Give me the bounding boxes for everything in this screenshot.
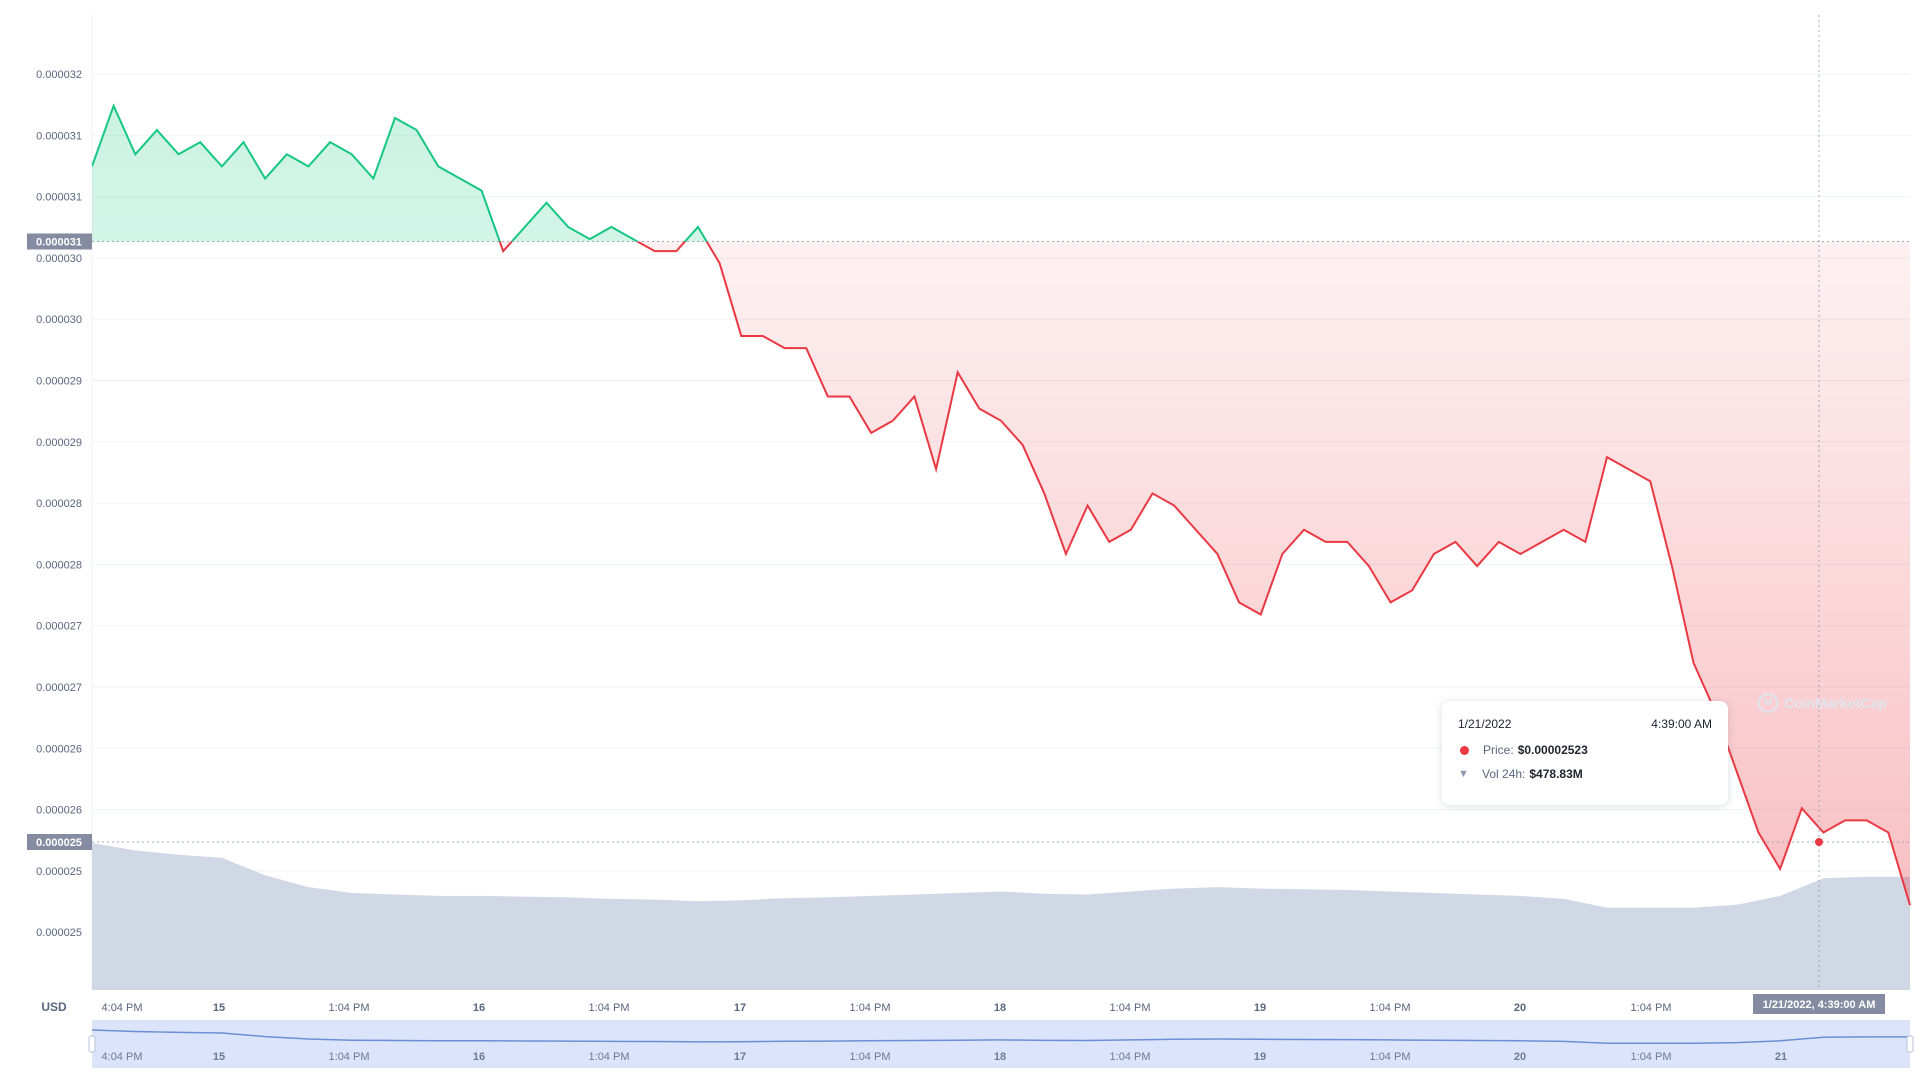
watermark-text: CoinMarketCap: [1784, 695, 1887, 711]
price-series: [92, 103, 1911, 906]
x-tick-label: 1:04 PM: [1370, 1002, 1411, 1014]
x-tick-label: 20: [1514, 1002, 1526, 1014]
navigator-right-handle[interactable]: [1906, 1035, 1914, 1053]
watermark: M CoinMarketCap: [1758, 693, 1887, 713]
tooltip-date: 1/21/2022: [1458, 717, 1512, 731]
y-tick-label: 0.000028: [36, 498, 82, 510]
navigator-tick-label: 4:04 PM: [102, 1051, 143, 1063]
y-tick-label: 0.000031: [36, 130, 82, 142]
x-tick-label: 1:04 PM: [589, 1002, 630, 1014]
reference-price-label: 0.000031: [36, 236, 82, 248]
coinmarketcap-logo-icon: M: [1758, 693, 1778, 713]
price-area-up: [92, 105, 707, 242]
reference-price-badge: [27, 233, 92, 250]
x-tick-label: 19: [1254, 1002, 1266, 1014]
x-tick-label: 18: [994, 1002, 1006, 1014]
navigator-tick-label: 1:04 PM: [589, 1051, 630, 1063]
y-tick-label: 0.000030: [36, 314, 82, 326]
y-tick-label: 0.000027: [36, 621, 82, 633]
current-price-label: 0.000025: [36, 837, 82, 849]
y-tick-label: 0.000026: [36, 805, 82, 817]
crosshair-overlay: 0.000031 0.000025 1/21/2022, 4:39:00 AM: [27, 15, 1910, 1014]
grid-lines: [91, 15, 1910, 990]
crosshair-point: [1815, 838, 1823, 846]
y-tick-label: 0.000027: [36, 682, 82, 694]
tooltip-volume-row: ▼ Vol 24h: $478.83M: [1458, 767, 1712, 781]
y-axis: 0.000032 0.000031 0.000031 0.000030 0.000030…: [36, 69, 82, 939]
y-tick-label: 0.000030: [36, 253, 82, 265]
x-tick-label: 4:04 PM: [102, 1002, 143, 1014]
x-axis: USD 4:04 PM 15 1:04 PM 16 1:04 PM 17 1:04 PM 18 1…: [41, 1000, 1671, 1014]
tooltip-header: 1/21/2022 4:39:00 AM: [1458, 717, 1712, 731]
range-navigator[interactable]: 4:04 PM 15 1:04 PM 16 1:04 PM 17 1:04 PM 18 1:04…: [88, 1020, 1914, 1068]
y-tick-label: 0.000032: [36, 69, 82, 81]
navigator-tick-label: 1:04 PM: [850, 1051, 891, 1063]
tooltip-volume-label: Vol 24h:: [1482, 767, 1526, 781]
y-tick-label: 0.000025: [36, 866, 82, 878]
y-tick-label: 0.000025: [36, 927, 82, 939]
x-tick-label: 15: [213, 1002, 225, 1014]
y-tick-label: 0.000028: [36, 559, 82, 571]
navigator-tick-label: 17: [734, 1051, 746, 1063]
navigator-left-handle[interactable]: [88, 1035, 96, 1053]
navigator-tick-label: 1:04 PM: [1110, 1051, 1151, 1063]
tooltip-volume-value: $478.83M: [1529, 767, 1583, 781]
y-tick-label: 0.000029: [36, 376, 82, 388]
price-area-down: [92, 241, 1910, 906]
price-line-up: [92, 103, 708, 242]
navigator-tick-label: 15: [213, 1051, 225, 1063]
navigator-tick-label: 1:04 PM: [1370, 1051, 1411, 1063]
navigator-tick-label: 20: [1514, 1051, 1526, 1063]
navigator-tick-label: 19: [1254, 1051, 1266, 1063]
chart-tooltip: 1/21/2022 4:39:00 AM Price: $0.00002523 …: [1442, 701, 1728, 805]
tooltip-price-label: Price:: [1483, 743, 1514, 757]
x-tick-label: 1:04 PM: [1631, 1002, 1672, 1014]
tooltip-price-value: $0.00002523: [1517, 743, 1588, 757]
navigator-tick-label: 18: [994, 1051, 1006, 1063]
volume-shield-icon: ▼: [1458, 768, 1469, 780]
tooltip-price-row: Price: $0.00002523: [1458, 743, 1712, 757]
crosshair-time-label: 1/21/2022, 4:39:00 AM: [1763, 999, 1876, 1011]
navigator-line: [91, 1029, 1910, 1044]
current-price-badge: [27, 834, 92, 850]
volume-area-fill: [92, 843, 1910, 990]
navigator-tick-label: 1:04 PM: [1631, 1051, 1672, 1063]
x-tick-label: 16: [473, 1002, 485, 1014]
navigator-tick-label: 1:04 PM: [329, 1051, 370, 1063]
tooltip-time: 4:39:00 AM: [1651, 717, 1712, 731]
navigator-tick-label: 16: [473, 1051, 485, 1063]
volume-area: [92, 843, 1910, 990]
price-dot-icon: [1460, 745, 1469, 755]
y-tick-label: 0.000029: [36, 437, 82, 449]
x-tick-label: 1:04 PM: [850, 1002, 891, 1014]
currency-label: USD: [41, 1000, 67, 1014]
y-tick-label: 0.000026: [36, 743, 82, 755]
navigator-tick-label: 21: [1775, 1051, 1787, 1063]
price-line-down: [498, 241, 1911, 906]
y-tick-label: 0.000031: [36, 192, 82, 204]
x-tick-label: 1:04 PM: [329, 1002, 370, 1014]
x-tick-label: 1:04 PM: [1110, 1002, 1151, 1014]
x-tick-label: 17: [734, 1002, 746, 1014]
crosshair-time-badge: [1753, 994, 1885, 1014]
navigator-background: [92, 1020, 1910, 1068]
